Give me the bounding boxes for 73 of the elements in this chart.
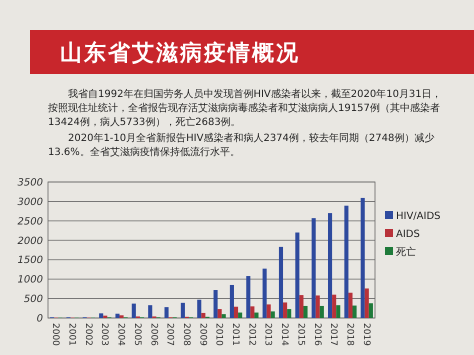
x-tick-label: 2012 [246,323,256,346]
bar [360,198,365,318]
x-tick-label: 2019 [360,323,371,346]
y-tick-label: 3500 [18,178,43,188]
x-tick-label: 2000 [50,323,60,346]
y-tick-label: 3000 [18,196,43,208]
x-tick-label: 2003 [99,323,110,346]
x-tick-label: 2017 [328,323,338,346]
bar [164,307,169,318]
x-tick-label: 2008 [180,323,191,346]
bar [348,292,353,318]
bar [368,303,373,318]
bar [344,206,348,318]
bar [197,300,202,318]
bar [238,312,242,318]
x-tick-label: 2009 [197,323,208,346]
bar [222,314,226,318]
y-tick-label: 2500 [18,216,43,228]
x-tick-label: 2014 [279,323,290,346]
bar [180,302,185,318]
bar [132,304,136,318]
legend-label: AIDS [396,229,420,240]
bar [320,306,324,318]
bar [336,305,340,318]
bar [218,309,222,318]
y-tick-label: 0 [36,314,43,324]
bar [148,305,152,318]
bar [283,302,288,318]
bar [287,309,292,318]
bar [332,294,336,318]
x-tick-label: 2007 [164,323,175,346]
bar [266,304,271,318]
y-tick-label: 1500 [18,255,43,266]
chart-title: 山东省艾滋病疫情概况 [60,40,300,68]
text: 2020年1-10月全省新报告HIV感染者和病人2374例，较去年同期（2748例）减少13.6%。全省艾滋病疫情保持低流行水平。 [48,132,436,160]
x-tick-label: 2010 [214,323,224,346]
bar [299,295,304,318]
y-tick-label: 1000 [18,274,43,286]
bar [316,295,320,318]
x-tick-label: 2015 [295,323,306,346]
text: 我省自1992年在归国劳务人员中发现首例HIV感染者以来，截至2020年10月31日，按照现住址统计，全省报告现存活艾滋病病毒感染者和艾滋病病人19157例（其中感染者13424例，病人5733例），死亡2683例。 [48,88,443,130]
x-tick-label: 2013 [262,323,273,346]
bar [120,315,124,318]
x-tick-label: 2001 [66,323,77,346]
bar [303,306,308,318]
x-tick-label: 2002 [82,323,93,346]
bar [328,213,332,318]
x-tick-label: 2005 [132,323,142,346]
bar [295,232,300,318]
bar [270,311,275,318]
bar [278,246,284,318]
x-tick-label: 2004 [116,323,126,346]
x-tick-label: 2006 [148,323,158,346]
bar [214,290,218,318]
bar [352,306,357,318]
x-tick-label: 2016 [312,323,322,346]
bar [230,284,234,318]
x-tick-label: 2018 [344,323,354,346]
legend-label: 死亡 [396,246,416,258]
legend-label: HIV/AIDS [396,211,441,222]
y-tick-label: 2000 [18,236,43,247]
x-tick-label: 2011 [230,323,240,346]
bar [99,313,104,318]
bar [312,218,316,318]
bar [262,268,267,318]
bar [364,288,369,318]
bar [201,312,206,318]
bar [234,306,238,318]
bar [254,312,259,318]
bar [115,314,120,318]
bar [250,306,254,318]
y-tick-label: 500 [24,294,43,306]
bar [246,276,250,318]
